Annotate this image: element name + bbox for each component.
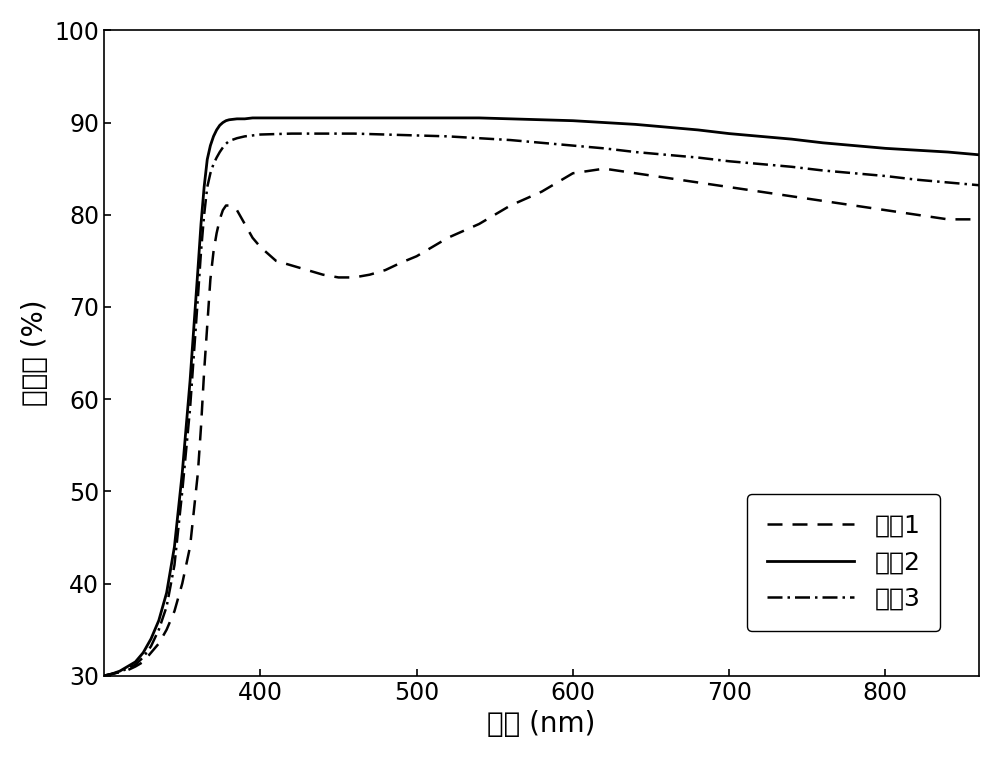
X-axis label: 波长 (nm): 波长 (nm) — [487, 710, 596, 739]
Legend: 曲线1, 曲线2, 曲线3: 曲线1, 曲线2, 曲线3 — [747, 494, 940, 631]
Y-axis label: 透过率 (%): 透过率 (%) — [21, 300, 49, 406]
